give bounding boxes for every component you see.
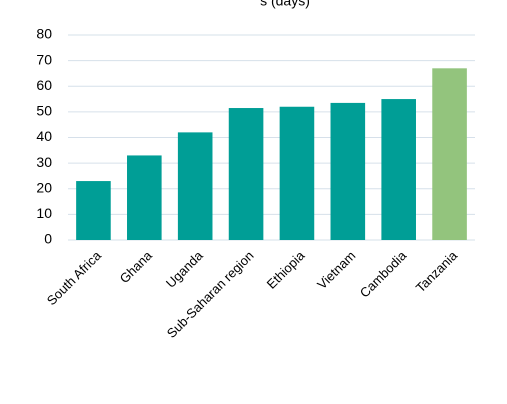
y-tick-label: 60	[36, 77, 52, 93]
x-tick-label: Vietnam	[314, 248, 358, 292]
x-tick-label: Cambodia	[357, 247, 410, 300]
x-tick-label: Ethiopia	[264, 247, 308, 291]
bar	[381, 99, 416, 240]
y-tick-label: 40	[36, 128, 52, 144]
bar	[228, 108, 264, 240]
y-tick-label: 70	[36, 51, 52, 67]
bar	[177, 132, 213, 240]
x-tick-label: Ghana	[117, 247, 156, 286]
y-tick-label: 10	[36, 205, 52, 221]
bar	[76, 181, 111, 240]
x-tick-label: Tanzania	[413, 247, 461, 295]
x-tick-label: Uganda	[163, 247, 206, 290]
bar	[127, 155, 162, 240]
y-tick-label: 30	[36, 154, 52, 170]
bar	[432, 68, 467, 240]
y-tick-label: 80	[36, 26, 52, 42]
y-tick-label: 50	[36, 103, 52, 119]
y-tick-label: 0	[44, 231, 52, 247]
bar	[279, 106, 315, 240]
bar	[330, 102, 366, 240]
x-tick-label: South Africa	[44, 247, 105, 308]
chart-title: s (days)	[260, 0, 310, 9]
y-tick-label: 20	[36, 179, 52, 195]
x-tick-label: Sub-Saharan region	[164, 248, 257, 341]
